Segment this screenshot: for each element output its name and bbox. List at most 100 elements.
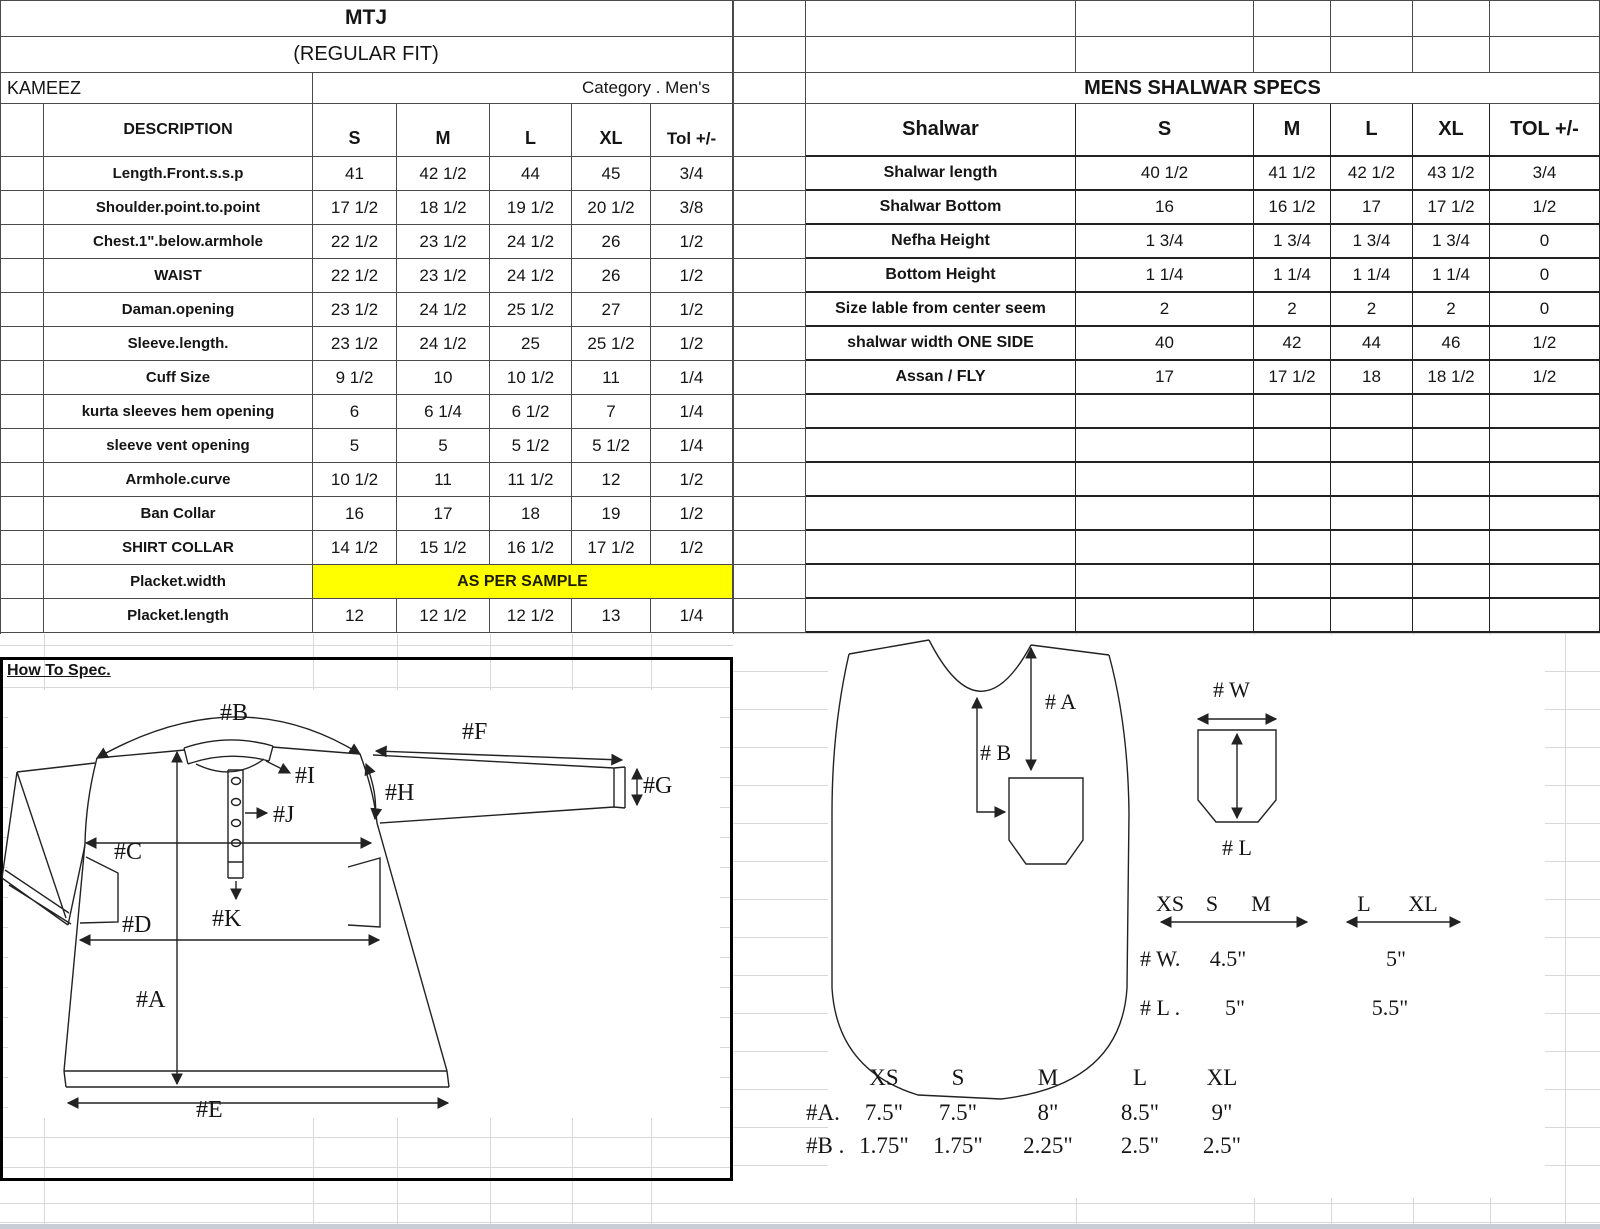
empty-cell[interactable] — [733, 0, 806, 37]
empty-cell[interactable] — [806, 599, 1076, 633]
fit-subtitle[interactable]: (REGULAR FIT) — [0, 37, 733, 73]
description-column-header[interactable]: DESCRIPTION — [44, 104, 313, 157]
empty-cell[interactable] — [733, 429, 806, 463]
empty-cell[interactable] — [1254, 565, 1331, 599]
empty-cell[interactable] — [1490, 497, 1600, 531]
spec-value[interactable]: 5 — [313, 429, 397, 463]
spec-value[interactable]: 1 3/4 — [1254, 225, 1331, 259]
spec-value[interactable]: 1/4 — [651, 599, 733, 633]
empty-cell[interactable] — [1254, 599, 1331, 633]
spec-value[interactable]: 10 1/2 — [313, 463, 397, 497]
size-column-header-l[interactable]: L — [490, 104, 572, 157]
spec-value[interactable]: 41 — [313, 157, 397, 191]
spec-value[interactable]: 16 1/2 — [490, 531, 572, 565]
empty-cell[interactable] — [0, 565, 44, 599]
empty-cell[interactable] — [0, 225, 44, 259]
empty-cell[interactable] — [806, 0, 1076, 37]
spec-label[interactable]: Sleeve.length. — [44, 327, 313, 361]
spec-label[interactable]: Assan / FLY — [806, 361, 1076, 395]
spec-value[interactable]: 11 — [397, 463, 490, 497]
spec-value[interactable]: 24 1/2 — [397, 327, 490, 361]
spec-value[interactable]: 40 1/2 — [1076, 157, 1254, 191]
spec-value[interactable]: 2 — [1331, 293, 1413, 327]
empty-cell[interactable] — [733, 37, 806, 73]
spec-value[interactable]: 1/2 — [651, 497, 733, 531]
spec-value[interactable]: 0 — [1490, 225, 1600, 259]
spec-value[interactable]: 24 1/2 — [397, 293, 490, 327]
spec-value[interactable]: 23 1/2 — [397, 259, 490, 293]
size-column-header-xl[interactable]: XL — [572, 104, 651, 157]
empty-cell[interactable] — [1254, 429, 1331, 463]
empty-cell[interactable] — [733, 259, 806, 293]
empty-cell[interactable] — [733, 497, 806, 531]
empty-cell[interactable] — [1331, 395, 1413, 429]
empty-cell[interactable] — [0, 463, 44, 497]
spec-label[interactable]: WAIST — [44, 259, 313, 293]
spec-value[interactable]: 11 — [572, 361, 651, 395]
garment-name-cell[interactable]: KAMEEZ — [0, 73, 313, 104]
empty-cell[interactable] — [1076, 429, 1254, 463]
empty-cell[interactable] — [733, 191, 806, 225]
empty-cell[interactable] — [733, 157, 806, 191]
spec-value[interactable]: 1/2 — [1490, 191, 1600, 225]
spec-value[interactable]: 11 1/2 — [490, 463, 572, 497]
spec-value[interactable]: 10 1/2 — [490, 361, 572, 395]
empty-cell[interactable] — [1254, 531, 1331, 565]
spec-value[interactable]: 1 3/4 — [1413, 225, 1490, 259]
empty-cell[interactable] — [1254, 37, 1331, 73]
empty-cell[interactable] — [806, 463, 1076, 497]
spec-value[interactable]: 22 1/2 — [313, 259, 397, 293]
size-column-header-m[interactable]: M — [1254, 104, 1331, 157]
spec-value[interactable]: 0 — [1490, 259, 1600, 293]
spec-value[interactable]: 16 — [1076, 191, 1254, 225]
spec-value[interactable]: 0 — [1490, 293, 1600, 327]
empty-cell[interactable] — [1413, 37, 1490, 73]
empty-cell[interactable] — [1331, 565, 1413, 599]
empty-cell[interactable] — [0, 361, 44, 395]
empty-cell[interactable] — [1413, 463, 1490, 497]
spec-value[interactable]: 3/4 — [651, 157, 733, 191]
spec-value[interactable]: 1/2 — [1490, 361, 1600, 395]
empty-cell[interactable] — [0, 104, 44, 157]
empty-cell[interactable] — [733, 599, 806, 633]
empty-cell[interactable] — [806, 497, 1076, 531]
spec-value[interactable]: 1/2 — [1490, 327, 1600, 361]
sheet-title[interactable]: MTJ — [0, 0, 733, 37]
empty-cell[interactable] — [1413, 429, 1490, 463]
spec-value[interactable]: 5 — [397, 429, 490, 463]
empty-cell[interactable] — [0, 157, 44, 191]
empty-cell[interactable] — [1490, 565, 1600, 599]
empty-cell[interactable] — [1490, 463, 1600, 497]
spec-value[interactable]: 40 — [1076, 327, 1254, 361]
size-column-header-s[interactable]: S — [1076, 104, 1254, 157]
empty-cell[interactable] — [733, 565, 806, 599]
empty-cell[interactable] — [0, 531, 44, 565]
spec-value[interactable]: 1 1/4 — [1254, 259, 1331, 293]
spec-value[interactable]: 19 1/2 — [490, 191, 572, 225]
spec-value[interactable]: 17 1/2 — [313, 191, 397, 225]
empty-cell[interactable] — [1076, 599, 1254, 633]
spec-value[interactable]: 20 1/2 — [572, 191, 651, 225]
spec-value[interactable]: 23 1/2 — [313, 293, 397, 327]
spec-value[interactable]: 42 — [1254, 327, 1331, 361]
empty-cell[interactable] — [733, 463, 806, 497]
spec-value[interactable]: 42 1/2 — [397, 157, 490, 191]
empty-cell[interactable] — [1413, 531, 1490, 565]
spec-value[interactable]: 5 1/2 — [572, 429, 651, 463]
spec-value[interactable]: 41 1/2 — [1254, 157, 1331, 191]
spec-value[interactable]: 23 1/2 — [397, 225, 490, 259]
spec-value[interactable]: 1/4 — [651, 361, 733, 395]
spec-value[interactable]: 18 — [490, 497, 572, 531]
spec-value[interactable]: 25 — [490, 327, 572, 361]
category-cell[interactable]: Category . Men's — [313, 73, 733, 104]
spec-value[interactable]: 17 1/2 — [1254, 361, 1331, 395]
spec-value[interactable]: 19 — [572, 497, 651, 531]
spec-value[interactable]: 1 3/4 — [1331, 225, 1413, 259]
spec-value[interactable]: 3/8 — [651, 191, 733, 225]
empty-cell[interactable] — [806, 37, 1076, 73]
spec-label[interactable]: Placket.width — [44, 565, 313, 599]
spec-value[interactable]: 12 1/2 — [397, 599, 490, 633]
spec-label[interactable]: Size lable from center seem — [806, 293, 1076, 327]
empty-cell[interactable] — [1331, 463, 1413, 497]
spec-value[interactable]: 1 1/4 — [1076, 259, 1254, 293]
